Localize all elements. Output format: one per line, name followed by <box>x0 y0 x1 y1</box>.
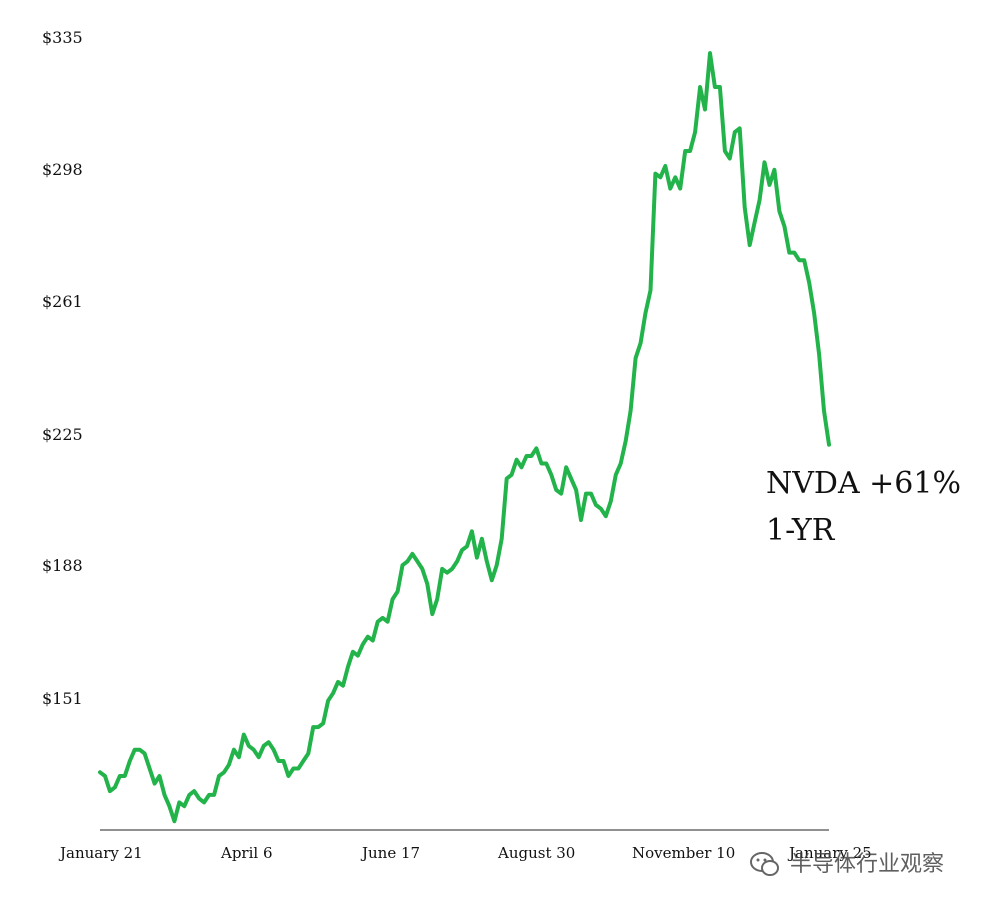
annotation: NVDA +61% 1-YR <box>766 466 961 548</box>
x-tick-label-0: January 21 <box>58 844 143 862</box>
annotation-line-1: NVDA +61% <box>766 466 961 501</box>
y-tick-label-0: $335 <box>42 28 83 47</box>
wechat-icon <box>750 852 779 876</box>
x-tick-label-3: August 30 <box>497 844 575 862</box>
y-tick-label-5: $151 <box>42 689 83 708</box>
y-axis-labels: $335 $298 $261 $225 $188 $151 <box>42 28 83 708</box>
y-tick-label-1: $298 <box>42 160 83 179</box>
y-tick-label-3: $225 <box>42 425 83 444</box>
watermark-text: 半导体行业观察 <box>790 852 944 877</box>
x-tick-label-5: January 25 <box>787 844 872 862</box>
y-tick-label-4: $188 <box>42 556 83 575</box>
x-tick-label-4: November 10 <box>632 844 735 862</box>
series-line-nvda <box>98 51 831 824</box>
y-tick-label-2: $261 <box>42 292 83 311</box>
x-tick-label-2: June 17 <box>360 844 420 862</box>
x-axis-labels: January 21 April 6 June 17 August 30 Nov… <box>58 844 872 862</box>
watermark: 半导体行业观察 <box>750 852 944 877</box>
annotation-line-2: 1-YR <box>766 513 836 548</box>
x-tick-label-1: April 6 <box>220 844 273 862</box>
